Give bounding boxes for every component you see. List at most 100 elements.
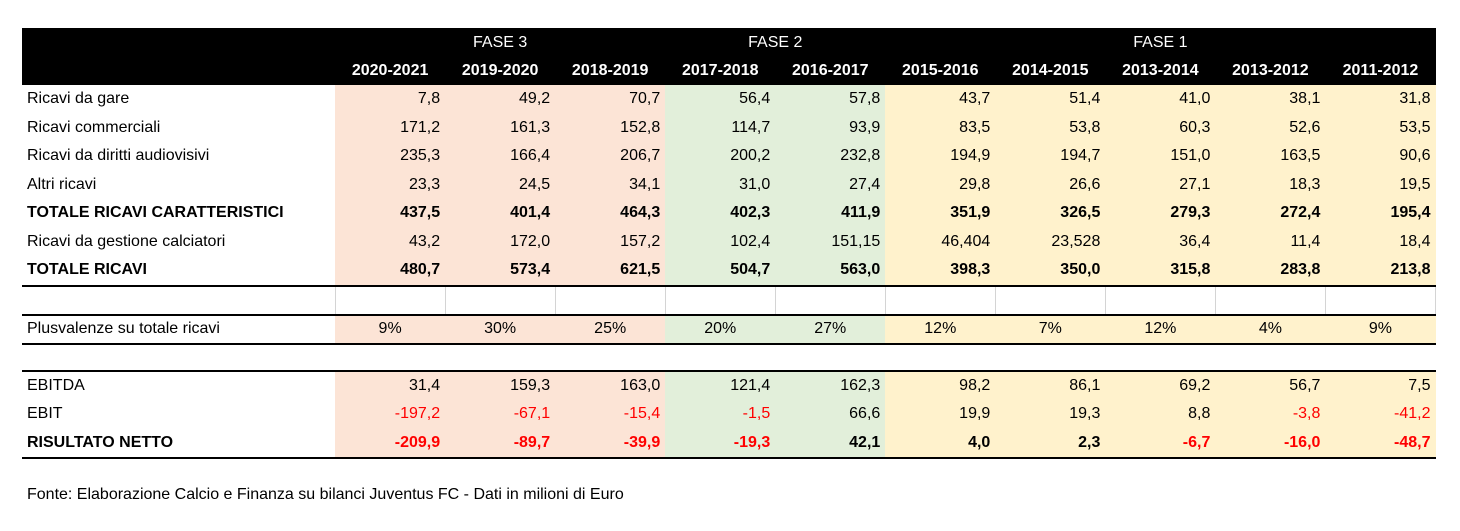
value-cell: 194,9	[885, 142, 996, 171]
phase-1-header: FASE 1	[885, 28, 1436, 57]
value-cell: -19,3	[665, 428, 776, 459]
table-row: EBITDA 31,4 159,3 163,0 121,4 162,3 98,2 86,1 69…	[22, 369, 1436, 400]
value-cell: 90,6	[1325, 142, 1436, 171]
source-note: Fonte: Elaborazione Calcio e Finanza su …	[27, 486, 624, 503]
value-cell: 621,5	[555, 256, 666, 287]
value-cell: 279,3	[1105, 199, 1216, 228]
value-cell: 235,3	[335, 142, 446, 171]
table-row: EBIT -197,2 -67,1 -15,4 -1,5 66,6 19,9 19,3 8,8-…	[22, 400, 1436, 429]
value-cell: 53,5	[1325, 113, 1436, 142]
table-row: Ricavi da gare 7,8 49,2 70,7 56,4 57,8 43,7 51,…	[22, 85, 1436, 114]
value-cell: -197,2	[335, 400, 446, 429]
blank-row	[22, 285, 1437, 315]
value-cell: 53,8	[995, 113, 1106, 142]
header-corner	[22, 28, 336, 57]
value-cell: -15,4	[555, 400, 666, 429]
value-cell: 86,1	[995, 369, 1106, 400]
value-cell: 60,3	[1105, 113, 1216, 142]
value-cell: 52,6	[1215, 113, 1326, 142]
row-label: Altri ricavi	[27, 175, 97, 193]
value-cell: 83,5	[885, 113, 996, 142]
value-cell: 34,1	[555, 170, 666, 199]
value-cell: 26,6	[995, 170, 1106, 199]
year-header: 2013-2012	[1215, 57, 1326, 85]
value-cell: -6,7	[1105, 428, 1216, 459]
table-row: Altri ricavi 23,3 24,5 34,1 31,0 27,4 29,8 26,6…	[22, 170, 1436, 199]
value-cell: 19,3	[995, 400, 1106, 429]
row-label: Ricavi da gestione calciatori	[27, 232, 226, 250]
value-cell: -1,5	[665, 400, 776, 429]
value-cell: 172,0	[445, 227, 556, 256]
value-cell: 121,4	[665, 369, 776, 400]
value-cell: 9%	[1325, 313, 1436, 345]
value-cell: 31,4	[335, 369, 446, 400]
year-header: 2014-2015	[995, 57, 1106, 85]
value-cell: 51,4	[995, 85, 1106, 114]
row-label: Plusvalenze su totale ricavi	[22, 313, 336, 345]
row-label: Ricavi commerciali	[27, 118, 161, 136]
value-cell: 480,7	[335, 256, 446, 287]
value-cell: 7,5	[1325, 369, 1436, 400]
value-cell: 151,0	[1105, 142, 1216, 171]
value-cell: 151,15	[775, 227, 886, 256]
value-cell: 66,6	[775, 400, 886, 429]
financial-table: FASE 3 FASE 2 FASE 1 2020-2021 2019-2020…	[22, 28, 1437, 459]
value-cell: 350,0	[995, 256, 1106, 287]
value-cell: 11,4	[1215, 227, 1326, 256]
value-cell: 402,3	[665, 199, 776, 228]
value-cell: -16,0	[1215, 428, 1326, 459]
value-cell: 18,4	[1325, 227, 1436, 256]
blank-cell	[994, 285, 1106, 315]
year-header: 2011-2012	[1325, 57, 1436, 85]
blank-cell	[1324, 285, 1437, 315]
value-cell: 56,7	[1215, 369, 1326, 400]
value-cell: 159,3	[445, 369, 556, 400]
value-cell: 27%	[775, 313, 886, 345]
value-cell: 232,8	[775, 142, 886, 171]
blank-cell	[1214, 285, 1326, 315]
value-cell: 46,404	[885, 227, 996, 256]
table-row: Plusvalenze su totale ricavi 9% 30% 25% 20% 2…	[22, 313, 1436, 345]
phase-header-row: FASE 3 FASE 2 FASE 1	[22, 28, 1436, 57]
year-header: 2020-2021	[335, 57, 446, 85]
value-cell: 41,0	[1105, 85, 1216, 114]
value-cell: 20%	[665, 313, 776, 345]
value-cell: 93,9	[775, 113, 886, 142]
value-cell: -67,1	[445, 400, 556, 429]
value-cell: 31,0	[665, 170, 776, 199]
value-cell: 573,4	[445, 256, 556, 287]
value-cell: 29,8	[885, 170, 996, 199]
value-cell: 69,2	[1105, 369, 1216, 400]
value-cell: 4,0	[885, 428, 996, 459]
table-row: Ricavi commerciali 171,2 161,3 152,8 114,7 93…	[22, 113, 1436, 142]
value-cell: 23,3	[335, 170, 446, 199]
value-cell: 171,2	[335, 113, 446, 142]
row-label: TOTALE RICAVI CARATTERISTICI	[27, 204, 284, 222]
value-cell: 7,8	[335, 85, 446, 114]
value-cell: 56,4	[665, 85, 776, 114]
blank-cell	[554, 285, 666, 315]
value-cell: 42,1	[775, 428, 886, 459]
value-cell: -209,9	[335, 428, 446, 459]
value-cell: 206,7	[555, 142, 666, 171]
value-cell: 27,4	[775, 170, 886, 199]
value-cell: 8,8	[1105, 400, 1216, 429]
table-row: Ricavi da diritti audiovisivi 235,3 166,4 2…	[22, 142, 1436, 171]
value-cell: 200,2	[665, 142, 776, 171]
value-cell: 4%	[1215, 313, 1326, 345]
value-cell: 283,8	[1215, 256, 1326, 287]
value-cell: 7%	[995, 313, 1106, 345]
table-row: TOTALE RICAVI CARATTERISTICI 437,5 401,4 46…	[22, 199, 1436, 228]
blank-cell	[884, 285, 996, 315]
year-header-row: 2020-2021 2019-2020 2018-2019 2017-2018 …	[22, 57, 1436, 85]
value-cell: 464,3	[555, 199, 666, 228]
value-cell: 157,2	[555, 227, 666, 256]
value-cell: 437,5	[335, 199, 446, 228]
value-cell: 19,5	[1325, 170, 1436, 199]
value-cell: 31,8	[1325, 85, 1436, 114]
row-label: EBITDA	[22, 369, 336, 400]
value-cell: 43,2	[335, 227, 446, 256]
value-cell: 326,5	[995, 199, 1106, 228]
value-cell: 49,2	[445, 85, 556, 114]
value-cell: 70,7	[555, 85, 666, 114]
